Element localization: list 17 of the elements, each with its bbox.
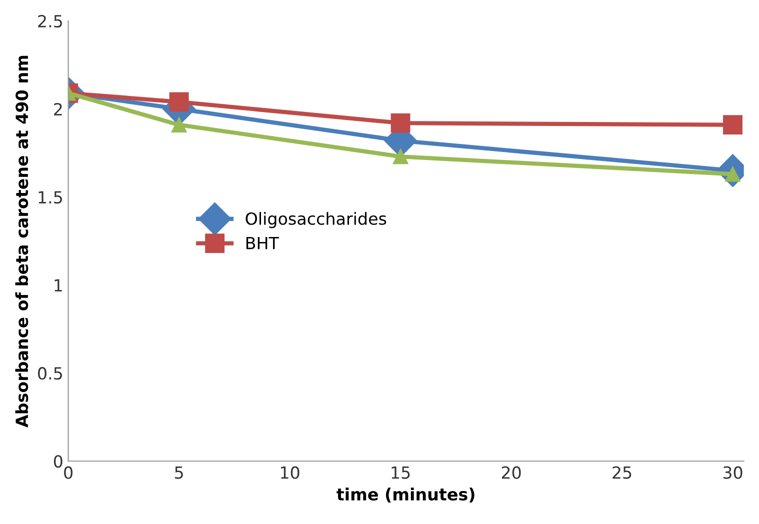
legend-label: Oligosaccharides <box>246 212 386 228</box>
x-tick-label: 15 <box>392 466 410 479</box>
y-tick-label: 1 <box>54 279 62 292</box>
y-tick-label: 2.5 <box>38 14 62 28</box>
x-tick-label: 30 <box>723 466 742 479</box>
y-tick-label: 0.5 <box>38 367 62 380</box>
x-tick-label: 0 <box>64 466 73 479</box>
x-tick-label: 10 <box>281 466 300 479</box>
x-axis-title: time (minutes) <box>336 488 474 503</box>
y-tick-label: 2 <box>54 102 62 116</box>
x-tick-label: 25 <box>612 466 632 479</box>
y-tick-label: 1.5 <box>38 191 62 204</box>
y-axis-title: Absorbance of beta carotene at 490 nm <box>15 56 28 428</box>
x-tick-label: 20 <box>502 466 521 479</box>
legend-label: BHT <box>246 237 280 250</box>
x-tick-label: 5 <box>175 466 183 479</box>
y-tick-label: 0 <box>54 455 62 468</box>
